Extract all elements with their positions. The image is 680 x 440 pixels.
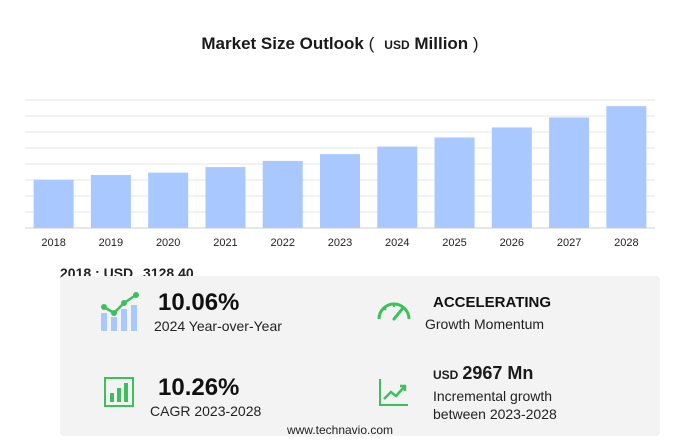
incremental-label-1: Incremental growth (433, 388, 553, 404)
bar-chart-icon (104, 377, 134, 407)
bar-2023 (320, 154, 360, 228)
x-tick-label: 2026 (500, 237, 524, 249)
momentum-label: Growth Momentum (425, 316, 545, 332)
bar-2025 (434, 137, 475, 228)
yoy-label: 2024 Year-over-Year (154, 318, 282, 334)
x-tick-label: 2021 (213, 237, 237, 249)
x-tick-label: 2023 (328, 237, 352, 249)
bar-chart: 2018 2019 2020 2021 2022 2023 2024 2025 2026 2027… (25, 99, 655, 249)
x-tick-label: 2019 (99, 237, 123, 249)
momentum-value: ACCELERATING (433, 294, 552, 311)
x-tick-label: 2025 (442, 237, 466, 249)
cagr-value: 10.26% (158, 374, 240, 401)
cagr-label: CAGR 2023-2028 (150, 403, 262, 419)
bar-2019 (90, 174, 131, 228)
growth-line-icon (379, 379, 408, 406)
bar-2021 (205, 167, 246, 228)
title-unit: USD (384, 38, 410, 52)
x-tick-label: 2020 (156, 237, 180, 249)
x-tick-label: 2028 (614, 237, 638, 249)
unit-paren-open: ( (368, 34, 375, 53)
bar-2026 (491, 127, 532, 228)
incremental-unit: USD (433, 368, 459, 382)
title-text: Market Size Outlook (201, 34, 364, 53)
incremental-label-2: between 2023-2028 (433, 406, 557, 422)
title-unit-word: Million (414, 34, 469, 53)
yoy-value: 10.06% (158, 289, 240, 316)
footer-site: www.technavio.com (286, 423, 394, 437)
incremental-amount: 2967 Mn (462, 363, 534, 383)
stats-panel (60, 276, 660, 436)
bar-2024 (377, 146, 418, 228)
x-tick-label: 2018 (41, 237, 65, 249)
x-tick-label: 2024 (385, 237, 409, 249)
chart-title: Market Size Outlook ( USD Million ) (0, 34, 680, 54)
incremental-value: USD 2967 Mn (433, 363, 533, 384)
speedometer-icon (377, 302, 411, 321)
bar-2022 (262, 160, 303, 228)
trend-bars-icon (101, 292, 139, 331)
bar-2028 (606, 106, 647, 228)
bar-2018 (33, 179, 74, 228)
x-tick-label: 2022 (270, 237, 294, 249)
bar-2020 (148, 172, 189, 228)
unit-paren-close: ) (472, 34, 479, 53)
x-tick-label: 2027 (557, 237, 581, 249)
bar-2027 (549, 117, 590, 228)
